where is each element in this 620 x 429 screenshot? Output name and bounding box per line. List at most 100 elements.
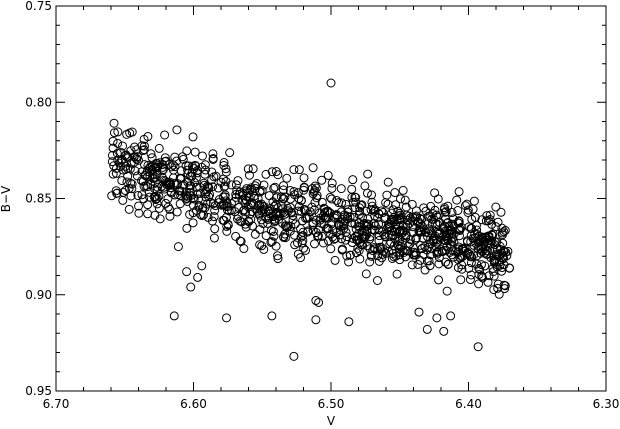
data-point xyxy=(147,153,157,163)
data-point xyxy=(414,307,424,317)
data-point xyxy=(456,222,466,232)
data-point xyxy=(173,242,183,252)
data-point xyxy=(220,190,230,200)
data-point xyxy=(484,233,494,243)
data-point xyxy=(344,257,354,267)
data-point xyxy=(146,149,156,159)
data-point xyxy=(219,215,229,225)
data-point xyxy=(489,255,499,265)
data-point xyxy=(383,199,393,209)
data-point xyxy=(341,235,351,245)
data-point xyxy=(472,230,482,240)
data-point xyxy=(483,231,493,241)
data-point xyxy=(441,245,451,255)
data-point xyxy=(120,186,130,196)
data-point xyxy=(433,194,443,204)
data-point xyxy=(121,164,131,174)
data-point xyxy=(278,185,288,195)
data-point xyxy=(257,241,267,251)
data-point xyxy=(147,162,157,172)
data-point xyxy=(283,221,293,231)
data-point xyxy=(176,173,186,183)
data-point xyxy=(425,261,435,271)
data-point xyxy=(311,296,321,306)
data-point xyxy=(163,194,173,204)
data-point xyxy=(337,198,347,208)
data-point xyxy=(283,206,293,216)
data-point xyxy=(464,263,474,273)
data-point xyxy=(327,183,337,193)
data-point xyxy=(222,313,231,323)
data-point xyxy=(185,188,195,198)
data-point xyxy=(354,235,364,245)
data-point xyxy=(234,203,244,213)
data-point xyxy=(167,162,177,172)
axis-ticks xyxy=(55,5,607,392)
x-tick-label: 6.60 xyxy=(180,397,207,411)
data-point xyxy=(386,214,396,224)
data-point xyxy=(266,237,276,247)
data-point xyxy=(139,141,149,151)
data-point xyxy=(130,166,140,176)
data-point xyxy=(118,141,128,151)
data-point xyxy=(229,196,239,206)
x-axis-label: V xyxy=(327,414,336,428)
data-points xyxy=(107,78,514,361)
data-point xyxy=(391,200,401,210)
data-point xyxy=(384,219,394,229)
data-point xyxy=(297,238,307,248)
data-point xyxy=(442,218,452,228)
data-point xyxy=(462,237,472,247)
data-point xyxy=(182,267,192,277)
data-point xyxy=(267,167,277,177)
data-point xyxy=(200,169,210,179)
data-point xyxy=(139,194,149,204)
data-point xyxy=(170,162,180,172)
data-point xyxy=(220,181,230,191)
data-point xyxy=(257,186,267,196)
data-point xyxy=(396,194,405,204)
data-point xyxy=(249,193,259,203)
data-point xyxy=(441,257,451,267)
data-point xyxy=(360,181,370,191)
data-point xyxy=(466,223,476,233)
plot-frame xyxy=(55,5,607,392)
data-point xyxy=(109,128,119,138)
data-point xyxy=(326,244,336,254)
data-point xyxy=(280,229,290,239)
data-point xyxy=(160,153,170,163)
data-point xyxy=(369,243,379,253)
data-point xyxy=(127,184,137,194)
data-point xyxy=(489,285,499,295)
data-point xyxy=(200,165,210,175)
data-point xyxy=(223,205,233,215)
data-point xyxy=(290,190,300,200)
data-point xyxy=(336,221,346,231)
data-point xyxy=(368,204,378,214)
data-point xyxy=(123,153,133,163)
data-point xyxy=(183,168,193,178)
data-point xyxy=(443,225,453,235)
data-point xyxy=(308,225,318,235)
data-point xyxy=(190,147,200,157)
data-point xyxy=(200,160,210,170)
data-point xyxy=(468,204,478,214)
data-point xyxy=(151,194,161,204)
data-point xyxy=(261,169,271,179)
data-point xyxy=(108,143,118,153)
data-point xyxy=(482,211,492,221)
data-point xyxy=(219,158,229,167)
data-point xyxy=(109,118,119,128)
data-point xyxy=(264,206,274,216)
data-point xyxy=(273,208,283,218)
data-point xyxy=(186,282,196,292)
data-point xyxy=(141,171,151,181)
data-point xyxy=(407,199,417,209)
data-point xyxy=(255,224,265,234)
data-point xyxy=(267,311,277,321)
data-point xyxy=(425,226,435,236)
data-point xyxy=(326,78,336,88)
data-point xyxy=(282,173,292,183)
data-point xyxy=(362,224,372,234)
data-point xyxy=(454,187,464,197)
